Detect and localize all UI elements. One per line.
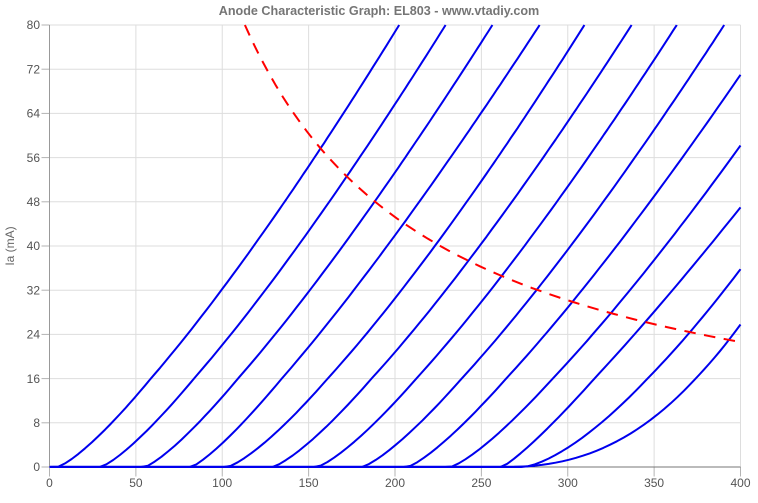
svg-text:350: 350	[644, 476, 664, 490]
svg-text:72: 72	[27, 62, 41, 76]
svg-text:64: 64	[27, 107, 41, 121]
svg-text:0: 0	[33, 460, 40, 474]
svg-text:80: 80	[27, 18, 41, 32]
svg-text:0: 0	[46, 476, 53, 490]
svg-text:Anode Characteristic Graph: EL: Anode Characteristic Graph: EL803 - www.…	[219, 4, 540, 18]
svg-text:400: 400	[730, 476, 750, 490]
svg-text:48: 48	[27, 195, 41, 209]
svg-text:150: 150	[299, 476, 319, 490]
svg-text:16: 16	[27, 372, 41, 386]
svg-text:300: 300	[558, 476, 578, 490]
svg-text:32: 32	[27, 283, 41, 297]
svg-text:24: 24	[27, 328, 41, 342]
svg-text:100: 100	[212, 476, 232, 490]
svg-text:Ia (mA): Ia (mA)	[3, 226, 17, 265]
svg-text:50: 50	[129, 476, 143, 490]
svg-text:250: 250	[471, 476, 491, 490]
svg-text:56: 56	[27, 151, 41, 165]
svg-text:200: 200	[385, 476, 405, 490]
svg-text:40: 40	[27, 239, 41, 253]
svg-text:8: 8	[33, 416, 40, 430]
